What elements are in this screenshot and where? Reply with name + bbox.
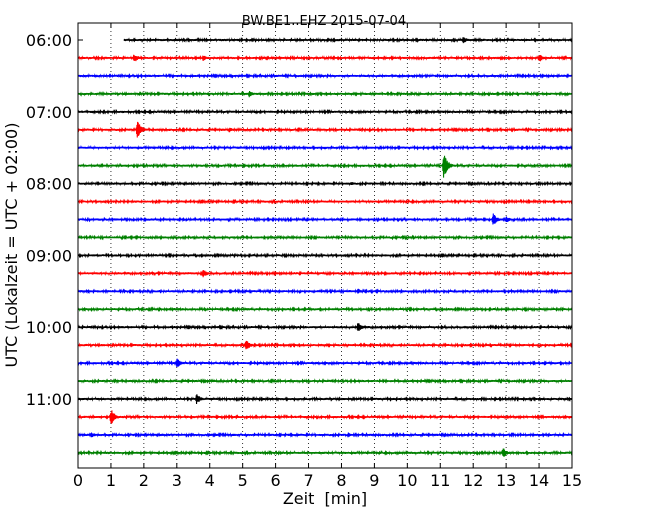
x-tick-label: 12 <box>463 471 483 490</box>
y-axis-ticks: 06:00 07:00 08:00 09:00 10:00 11:00 <box>26 31 572 409</box>
x-tick-label: 5 <box>238 471 248 490</box>
trace-1145 <box>77 448 573 457</box>
trace-1030 <box>77 358 573 367</box>
trace-0830 <box>77 213 573 225</box>
trace-1000 <box>77 323 573 331</box>
x-tick-label: 4 <box>205 471 215 490</box>
trace-0800 <box>77 180 573 187</box>
trace-0615 <box>77 54 573 62</box>
trace-0815 <box>77 198 573 205</box>
plot-frame <box>77 22 573 469</box>
trace-group <box>77 37 573 457</box>
x-tick-label: 11 <box>430 471 450 490</box>
x-tick-label: 1 <box>106 471 116 490</box>
trace-0730 <box>77 144 573 151</box>
y-tick-label: 07:00 <box>26 103 72 122</box>
trace-1100 <box>77 394 573 405</box>
y-tick-label: 11:00 <box>26 390 72 409</box>
trace-0630 <box>77 72 573 79</box>
y-tick-label: 09:00 <box>26 246 72 265</box>
trace-1045 <box>77 378 573 385</box>
x-tick-label: 10 <box>397 471 417 490</box>
x-tick-label: 15 <box>562 471 582 490</box>
x-tick-label: 14 <box>529 471 549 490</box>
x-axis-ticks: 0 1 2 3 4 5 6 7 8 9 10 11 12 13 14 15 <box>73 23 582 490</box>
trace-0700 <box>77 108 573 115</box>
x-tick-label: 7 <box>303 471 313 490</box>
y-tick-label: 06:00 <box>26 31 72 50</box>
trace-0915 <box>77 270 573 278</box>
x-axis-label: Zeit [min] <box>283 489 367 508</box>
trace-0600 <box>123 37 573 44</box>
x-tick-label: 13 <box>496 471 516 490</box>
y-axis-label: UTC (Lokalzeit = UTC + 02:00) <box>2 123 21 368</box>
trace-1015 <box>77 340 573 350</box>
trace-0900 <box>77 252 573 259</box>
chart-title: BW.BE1..EHZ 2015-07-04 <box>242 14 406 29</box>
x-tick-label: 9 <box>369 471 379 490</box>
x-tick-label: 2 <box>139 471 149 490</box>
trace-0845 <box>77 234 573 241</box>
trace-0745 <box>77 155 573 178</box>
x-tick-label: 6 <box>271 471 281 490</box>
trace-1115 <box>77 410 573 424</box>
x-tick-label: 0 <box>73 471 83 490</box>
x-tick-label: 8 <box>336 471 346 490</box>
trace-0645 <box>77 90 573 98</box>
x-tick-label: 3 <box>172 471 182 490</box>
grid-lines <box>110 23 540 468</box>
trace-0930 <box>77 288 573 295</box>
y-tick-label: 08:00 <box>26 175 72 194</box>
trace-0715 <box>77 121 573 138</box>
trace-0945 <box>77 306 573 313</box>
trace-1130 <box>77 431 573 438</box>
y-tick-label: 10:00 <box>26 318 72 337</box>
